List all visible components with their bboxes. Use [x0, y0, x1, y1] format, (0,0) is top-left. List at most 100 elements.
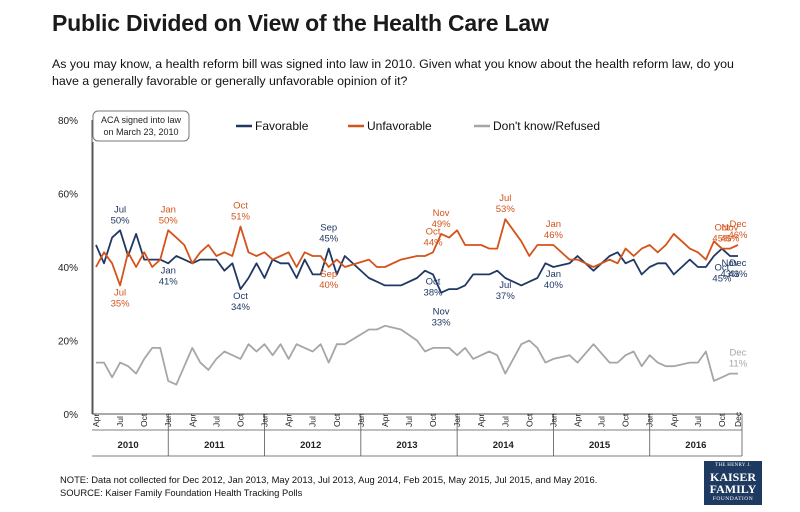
data-label-month: Oct — [715, 223, 730, 234]
month-tick-label: Apr — [284, 414, 294, 427]
data-label-value: 35% — [111, 298, 131, 309]
month-tick-label: Oct — [139, 413, 149, 427]
month-tick-label: Oct — [235, 413, 245, 427]
data-label-value: 49% — [432, 219, 452, 230]
data-label-month: Jan — [546, 269, 561, 280]
data-label-value: 43% — [720, 269, 740, 280]
data-label-value: 46% — [728, 230, 748, 241]
legend-label-dontknow: Don't know/Refused — [493, 119, 600, 133]
data-label-value: 50% — [111, 215, 131, 226]
series-line-unfavorable — [95, 218, 739, 287]
year-label: 2010 — [118, 440, 139, 451]
data-label-month: Jul — [114, 204, 126, 215]
data-label-value: 43% — [728, 269, 748, 280]
data-label-value: 45% — [712, 234, 732, 245]
kaiser-logo: THE HENRY J. KAISER FAMILY FOUNDATION — [704, 461, 762, 505]
data-label-value: 37% — [496, 291, 516, 302]
data-label-month: Jul — [499, 193, 511, 204]
logo-line-3: FAMILY — [709, 482, 757, 496]
month-tick-label: Apr — [669, 414, 679, 427]
logo-line-1: THE HENRY J. — [715, 463, 751, 468]
annotation-box — [92, 110, 190, 142]
y-tick-label: 0% — [64, 410, 79, 421]
data-label-month: Oct — [715, 263, 730, 274]
month-tick-label: Jul — [693, 416, 703, 427]
month-tick-label: Apr — [476, 414, 486, 427]
month-tick-label: Apr — [572, 414, 582, 427]
data-label-month: Sep — [320, 223, 337, 234]
data-label-month: Jul — [114, 287, 126, 298]
data-label-month: Sep — [320, 269, 337, 280]
month-tick-label: Dec — [733, 411, 743, 427]
month-tick-label: Apr — [91, 414, 101, 427]
y-tick-label: 80% — [58, 116, 78, 127]
month-tick-label: Oct — [621, 413, 631, 427]
data-label-value: 45% — [319, 234, 339, 245]
data-label-value: 33% — [432, 318, 452, 329]
data-label-month: Jan — [546, 219, 561, 230]
data-label-month: Oct — [426, 276, 441, 287]
data-label-value: 45% — [712, 274, 732, 285]
month-tick-label: Oct — [428, 413, 438, 427]
data-label-month: Nov — [433, 307, 450, 318]
data-label-value: 53% — [496, 204, 516, 215]
data-label-value: 34% — [231, 302, 251, 313]
data-label-month: Oct — [233, 201, 248, 212]
data-label-value: 40% — [544, 280, 564, 291]
month-tick-label: Jul — [597, 416, 607, 427]
year-label: 2016 — [685, 440, 706, 451]
legend-label-unfavorable: Unfavorable — [367, 119, 432, 133]
y-tick-label: 60% — [58, 190, 78, 201]
year-label: 2011 — [204, 440, 225, 451]
data-label-value: 38% — [424, 287, 444, 298]
annotation-line-1: ACA signed into law — [101, 115, 182, 125]
month-tick-label: Oct — [524, 413, 534, 427]
data-label-month: Dec — [730, 348, 747, 359]
y-tick-label: 40% — [58, 263, 78, 274]
data-label-value: 46% — [544, 230, 564, 241]
month-tick-label: Apr — [187, 414, 197, 427]
month-tick-label: Jan — [260, 413, 270, 427]
source-note: SOURCE: Kaiser Family Foundation Health … — [60, 487, 303, 498]
data-label-value: 45% — [720, 234, 740, 245]
data-label-value: 11% — [729, 359, 748, 370]
month-tick-label: Jul — [404, 416, 414, 427]
data-label-value: 40% — [319, 280, 339, 291]
data-label-value: 51% — [231, 212, 251, 223]
year-label: 2014 — [493, 440, 515, 451]
chart-title: Public Divided on View of the Health Car… — [52, 10, 549, 36]
data-label-value: 50% — [159, 215, 179, 226]
data-label-month: Nov — [722, 223, 739, 234]
data-label-value: 41% — [159, 276, 179, 287]
data-label-month: Jan — [161, 265, 176, 276]
year-label: 2012 — [300, 440, 321, 451]
month-tick-label: Jul — [211, 416, 221, 427]
month-tick-label: Jan — [645, 413, 655, 427]
data-label-month: Jul — [499, 280, 511, 291]
data-label-month: Dec — [730, 258, 747, 269]
year-label: 2015 — [589, 440, 611, 451]
month-tick-label: Jul — [308, 416, 318, 427]
data-label-month: Oct — [233, 291, 248, 302]
month-tick-label: Jan — [548, 413, 558, 427]
month-tick-label: Jul — [115, 416, 125, 427]
data-label-month: Nov — [722, 258, 739, 269]
footnote: NOTE: Data not collected for Dec 2012, J… — [60, 474, 598, 485]
data-label-month: Jan — [161, 204, 176, 215]
